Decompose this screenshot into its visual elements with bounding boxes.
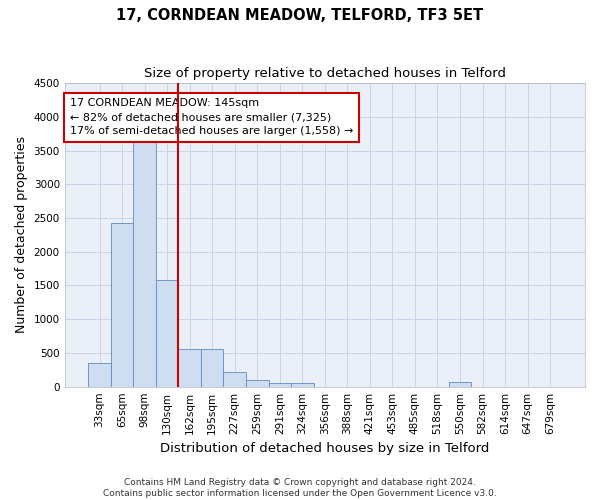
Bar — [269, 383, 291, 386]
Text: Contains HM Land Registry data © Crown copyright and database right 2024.
Contai: Contains HM Land Registry data © Crown c… — [103, 478, 497, 498]
Bar — [111, 224, 133, 386]
Bar — [291, 383, 314, 386]
Text: 17 CORNDEAN MEADOW: 145sqm
← 82% of detached houses are smaller (7,325)
17% of s: 17 CORNDEAN MEADOW: 145sqm ← 82% of deta… — [70, 98, 353, 136]
Bar — [449, 382, 471, 386]
Bar — [223, 372, 246, 386]
Bar — [246, 380, 269, 386]
Text: 17, CORNDEAN MEADOW, TELFORD, TF3 5ET: 17, CORNDEAN MEADOW, TELFORD, TF3 5ET — [116, 8, 484, 22]
Y-axis label: Number of detached properties: Number of detached properties — [15, 136, 28, 334]
Bar — [156, 280, 178, 386]
Bar — [88, 363, 111, 386]
Bar — [133, 142, 156, 386]
Bar — [201, 349, 223, 387]
X-axis label: Distribution of detached houses by size in Telford: Distribution of detached houses by size … — [160, 442, 490, 455]
Bar — [178, 349, 201, 387]
Title: Size of property relative to detached houses in Telford: Size of property relative to detached ho… — [144, 68, 506, 80]
